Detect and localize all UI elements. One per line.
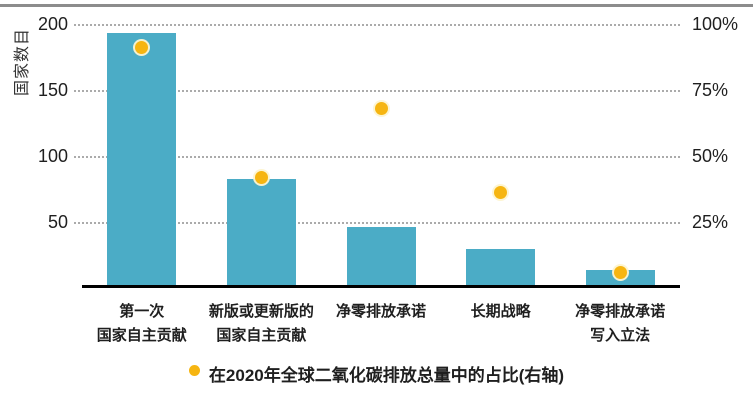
category-label: 长期战略 (426, 300, 576, 324)
legend-label: 在2020年全球二氧化碳排放总量中的占比(右轴) (208, 365, 565, 385)
left-tick-label: 100 (37, 146, 68, 166)
right-tick-label: 50% (692, 146, 729, 166)
category-label-line: 净零排放承诺 (575, 303, 666, 320)
dot-marker (374, 101, 388, 115)
legend: 在2020年全球二氧化碳排放总量中的占比(右轴) (0, 360, 753, 386)
right-tick-label: 100% (692, 14, 739, 34)
right-tick-label: 25% (692, 212, 729, 232)
dot-marker (254, 170, 268, 184)
category-label-line: 长期战略 (470, 303, 531, 320)
gridline (74, 90, 680, 92)
gridline (74, 156, 680, 158)
dot-marker (135, 41, 149, 55)
dot-marker (494, 186, 508, 200)
bar (107, 32, 177, 285)
category-label: 净零排放承诺 (306, 300, 456, 324)
right-tick-label: 75% (692, 80, 729, 100)
bar (226, 179, 296, 285)
left-tick-label: 200 (37, 14, 68, 34)
category-label: 净零排放承诺 写入立法 (545, 300, 695, 348)
plot-area (74, 24, 680, 288)
category-label: 第一次 国家自主贡献 (67, 300, 217, 348)
left-tick-label: 50 (47, 212, 68, 232)
category-label-line: 写入立法 (590, 327, 651, 344)
category-label-line: 净零排放承诺 (335, 303, 426, 320)
gridline (74, 24, 680, 26)
left-tick-label: 150 (37, 80, 68, 100)
bar (346, 226, 416, 285)
bar (466, 249, 536, 285)
category-label: 新版或更新版的 国家自主贡献 (186, 300, 336, 348)
top-divider (0, 4, 753, 7)
category-label-line: 国家自主贡献 (96, 327, 187, 344)
category-label-line: 新版或更新版的 (208, 303, 314, 320)
legend-dot-icon (188, 364, 200, 376)
dot-marker (613, 265, 627, 279)
category-label-line: 第一次 (119, 303, 165, 320)
gridline (74, 222, 680, 224)
category-label-line: 国家自主贡献 (216, 327, 307, 344)
